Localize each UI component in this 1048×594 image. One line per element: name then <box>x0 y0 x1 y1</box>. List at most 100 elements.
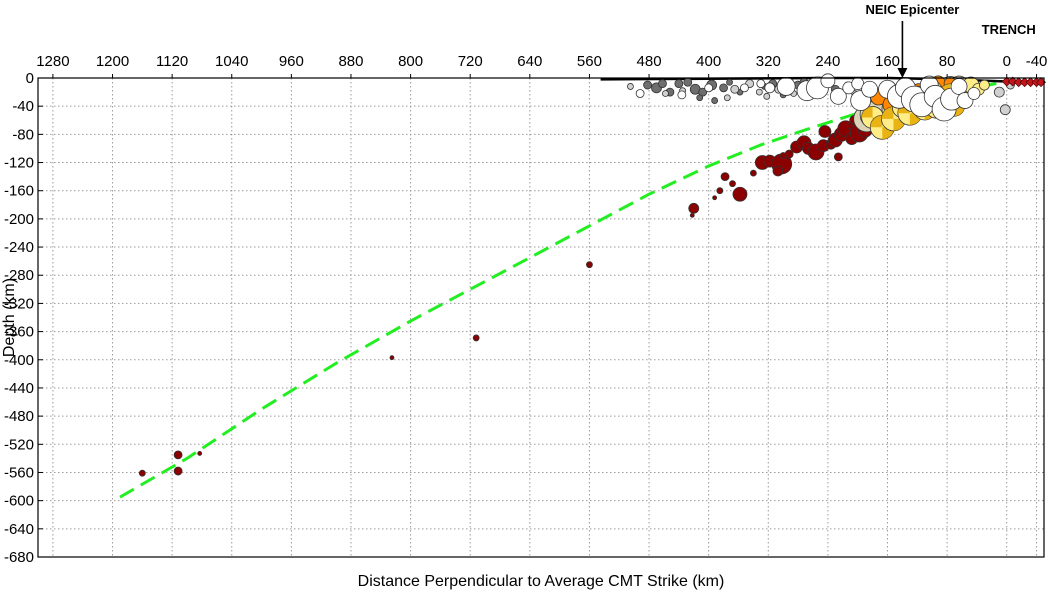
y-tick-label: -280 <box>4 267 34 284</box>
x-tick-label: 1040 <box>215 53 248 70</box>
event-marker <box>720 172 730 182</box>
event-marker <box>662 90 669 97</box>
event-marker <box>820 73 836 89</box>
event-marker <box>779 152 787 159</box>
event-marker <box>674 79 684 89</box>
event-marker <box>730 84 740 94</box>
x-tick-label: 800 <box>398 53 423 70</box>
event-marker <box>729 180 736 188</box>
event-marker <box>683 77 693 87</box>
event-marker <box>197 451 203 456</box>
trench-markers <box>1001 76 1046 88</box>
event-marker <box>732 186 748 202</box>
y-tick-label: -200 <box>4 211 34 228</box>
x-axis-label: Distance Perpendicular to Average CMT St… <box>358 573 725 590</box>
event-marker <box>776 77 796 96</box>
event-marker <box>138 469 146 477</box>
event-marker <box>696 94 704 102</box>
event-marker <box>950 78 968 95</box>
event-marker <box>635 89 645 98</box>
x-tick-label: 160 <box>875 53 900 70</box>
event-marker <box>627 83 634 90</box>
x-tick-label: 400 <box>696 53 721 70</box>
event-marker <box>755 88 763 96</box>
event-marker <box>173 466 183 476</box>
event-marker <box>756 79 766 89</box>
event-marker <box>861 80 879 98</box>
event-marker <box>389 355 395 361</box>
event-marker <box>677 90 687 100</box>
y-tick-label: -40 <box>12 98 34 115</box>
event-marker <box>173 450 183 460</box>
x-tick-label: 240 <box>815 53 840 70</box>
x-tick-label: 720 <box>458 53 483 70</box>
neic-epicenter-label: NEIC Epicenter <box>865 2 959 17</box>
y-tick-labels: 0 -40 -80 -120 -160 -200 -240 -280 -320 -360 -400 -… <box>4 70 34 566</box>
event-marker <box>716 187 724 195</box>
event-marker <box>643 80 652 90</box>
x-tick-label: 960 <box>279 53 304 70</box>
event-marker <box>818 125 832 138</box>
event-marker <box>658 79 667 89</box>
y-tick-label: -160 <box>4 183 34 200</box>
y-tick-label: -600 <box>4 493 34 510</box>
event-marker <box>772 165 784 177</box>
event-marker <box>712 195 718 201</box>
event-marker <box>967 87 981 100</box>
x-tick-label: -40 <box>1026 53 1048 70</box>
x-tick-label: 640 <box>517 53 542 70</box>
event-marker <box>846 122 854 130</box>
y-axis-label: Depth (km) <box>1 278 18 357</box>
y-tick-label: -640 <box>4 521 34 538</box>
x-tick-label: 1120 <box>156 53 188 70</box>
x-tick-labels: 1280 1200 1120 1040 960 880 800 720 640 560 480 400… <box>36 53 1047 70</box>
annotations: NEIC Epicenter TRENCH <box>865 2 1036 78</box>
x-tick-label: 480 <box>637 53 662 70</box>
y-tick-label: 0 <box>26 70 34 87</box>
y-tick-label: -560 <box>4 464 34 481</box>
event-marker <box>833 152 843 162</box>
trench-marker <box>1007 76 1018 87</box>
trench-label: TRENCH <box>982 22 1036 37</box>
y-tick-label: -360 <box>4 324 34 341</box>
x-tick-label: 320 <box>756 53 781 70</box>
event-marker <box>689 212 695 218</box>
grid-lines <box>38 74 1044 558</box>
event-marker-quadrant <box>861 106 873 118</box>
y-tick-label: -440 <box>4 380 34 397</box>
event-marker <box>763 92 771 100</box>
x-tick-label: 1280 <box>36 53 69 70</box>
plot-frame <box>37 77 1045 558</box>
event-marker <box>586 261 593 269</box>
event-marker <box>719 83 728 93</box>
x-tick-label: 560 <box>577 53 602 70</box>
y-tick-label: -400 <box>4 352 34 369</box>
y-tick-label: -320 <box>4 295 34 312</box>
event-marker <box>723 94 731 102</box>
x-tick-label: 80 <box>939 53 956 70</box>
event-marker <box>993 86 1005 98</box>
event-marker <box>472 334 480 342</box>
y-tick-label: -480 <box>4 408 34 425</box>
x-tick-label: 880 <box>338 53 363 70</box>
event-marker <box>829 87 847 105</box>
x-tick-label: 0 <box>1003 53 1011 70</box>
slab-model-polyline <box>119 80 1007 499</box>
event-marker <box>764 82 776 94</box>
event-marker <box>711 97 719 104</box>
event-marker <box>999 104 1011 116</box>
event-marker <box>740 83 749 93</box>
event-marker <box>704 83 714 93</box>
y-tick-label: -240 <box>4 239 34 256</box>
x-tick-label: 1200 <box>96 53 129 70</box>
y-tick-label: -120 <box>4 155 34 172</box>
neic-epicenter-arrow-head <box>897 68 908 78</box>
event-marker <box>749 169 757 177</box>
event-marker-quadrant <box>870 115 883 128</box>
event-marker-quadrant <box>881 106 894 119</box>
event-marker <box>978 79 990 91</box>
y-tick-label: -520 <box>4 436 34 453</box>
event-marker <box>726 78 733 86</box>
y-tick-label: -680 <box>4 549 34 566</box>
